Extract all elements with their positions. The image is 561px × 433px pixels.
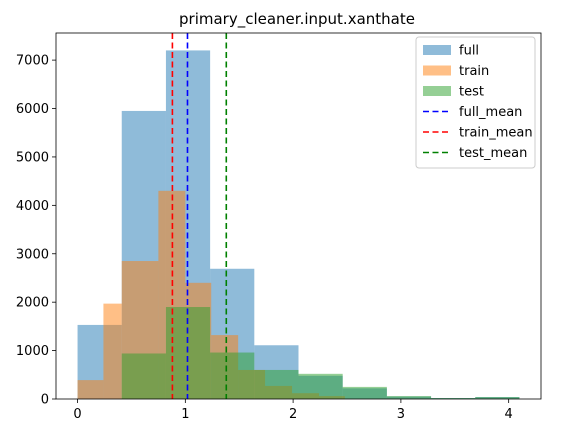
y-tick-label: 4000 [16,199,49,214]
test-bar [210,352,255,399]
legend: full train test full_mean train_mean test_mea… [415,36,536,169]
y-tick-label: 6000 [16,102,49,117]
test-bar [254,369,299,399]
y-tick-label: 3000 [16,247,49,262]
mean-lines-layer [171,33,228,399]
x-tick-label: 2 [289,407,297,422]
train-bar [77,380,104,399]
test-bar [121,353,166,399]
train-legend-label: train [459,64,489,79]
train-bar [103,303,122,399]
x-tick-label: 0 [73,407,81,422]
test-legend-swatch [423,86,451,96]
full-legend-label: full [459,44,479,59]
x-tick-label: 1 [181,407,189,422]
test-bar [475,397,520,399]
test-bar [298,373,343,399]
x-axis: 0 1 2 3 4 [73,399,513,422]
x-tick-label: 3 [397,407,405,422]
y-tick-label: 0 [41,393,49,408]
x-tick-label: 4 [505,407,513,422]
plot-frame [55,32,542,400]
train-legend-swatch [423,65,451,76]
y-tick-label: 2000 [16,296,49,311]
chart-title: primary_cleaner.input.xanthate [179,10,415,29]
test-bar [431,398,476,399]
full-legend-swatch [423,45,451,55]
full_mean-legend-label: full_mean [459,105,522,120]
y-tick-label: 7000 [16,54,49,69]
test-legend-label: test [459,85,484,100]
bars-layer [77,50,520,400]
test-bar [386,396,432,399]
test_mean-legend-label: test_mean [459,146,527,161]
test-bar [342,386,387,399]
y-tick-label: 5000 [16,150,49,165]
train_mean-legend-label: train_mean [459,126,533,141]
y-tick-label: 1000 [16,344,49,359]
y-axis: 0 1000 2000 3000 4000 5000 6000 7000 [16,54,56,408]
